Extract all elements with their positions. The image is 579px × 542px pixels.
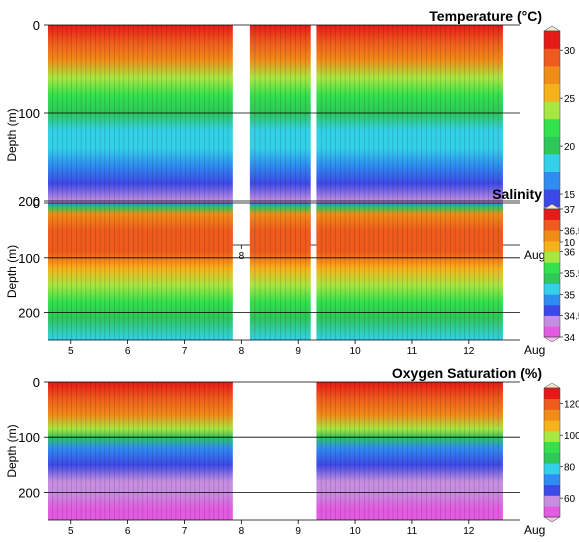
x-tick-label: 8 [239, 251, 245, 262]
colorbar-swatch [544, 262, 560, 274]
colorbar-tick-label: 35.5 [564, 269, 579, 280]
colorbar-swatch [544, 209, 560, 220]
colorbar-top-cap [543, 382, 561, 389]
colorbar-swatch [544, 31, 560, 49]
colorbar-swatch [544, 463, 560, 475]
colorbar-swatch [544, 118, 560, 137]
colorbar-tick-label: 100 [564, 431, 579, 442]
y-tick-label: 0 [33, 18, 40, 33]
x-unit-label: Aug [524, 248, 545, 262]
colorbar-swatch [544, 273, 560, 284]
colorbar-tick-label: 34 [564, 333, 576, 344]
y-tick-label: 100 [18, 251, 40, 266]
colorbar-swatch [544, 283, 560, 295]
y-tick-label: 100 [18, 106, 40, 121]
x-tick-label: 9 [295, 346, 301, 357]
colorbar-tick-label: 25 [564, 94, 576, 105]
colorbar-tick-label: 10 [564, 238, 576, 249]
colorbar-tick-label: 37 [564, 205, 576, 216]
colorbar-swatch [544, 484, 560, 496]
colorbar-swatch [544, 230, 560, 242]
x-tick-label: 10 [350, 526, 362, 537]
y-tick-label: 200 [18, 194, 40, 209]
colorbar-tick-label: 35 [564, 290, 576, 301]
colorbar-frame [543, 387, 561, 518]
data-block-1 [249, 203, 311, 340]
colorbar-swatch [544, 66, 560, 85]
colorbar-swatch [544, 219, 560, 231]
colorbar-swatch [544, 171, 560, 190]
colorbar-swatch [544, 251, 560, 263]
colorbar-tick-label: 30 [564, 46, 576, 57]
colorbar-swatch [544, 474, 560, 486]
colorbar-tick-label: 60 [564, 494, 576, 505]
colorbar-tick-label: 15 [564, 190, 576, 201]
colorbar-tick-label: 20 [564, 142, 576, 153]
panel-title: Oxygen Saturation (%) [392, 365, 542, 381]
x-tick-label: 6 [125, 346, 131, 357]
x-tick-label: 7 [182, 346, 188, 357]
panel-2: 5 6 7 8 9 10 11 12 Aug 0 100 200 Depth (m) Oxygen Sat… [5, 365, 579, 537]
x-tick-label: 11 [407, 346, 418, 357]
colorbar-swatch [544, 495, 560, 507]
x-tick-label: 7 [182, 526, 188, 537]
y-axis-label: Depth (m) [5, 108, 19, 161]
panel-title: Salinity [492, 186, 542, 202]
x-tick-label: 11 [407, 526, 418, 537]
x-tick-label: 6 [125, 526, 131, 537]
data-block-0 [48, 382, 233, 520]
colorbar-swatch [544, 388, 560, 400]
colorbar-bottom-cap [543, 336, 561, 343]
panel-1: 5 6 7 8 9 10 11 12 Aug 0 100 200 Depth (m) Salinity 34… [5, 186, 579, 357]
colorbar-swatch [544, 305, 560, 316]
colorbar-tick-label: 80 [564, 463, 576, 474]
colorbar-swatch [544, 315, 560, 327]
y-tick-label: 100 [18, 430, 40, 445]
colorbar-swatch [544, 101, 560, 120]
y-tick-label: 200 [18, 485, 40, 500]
data-block-2 [316, 203, 503, 340]
x-tick-label: 12 [463, 346, 475, 357]
colorbar-swatch [544, 441, 560, 453]
x-tick-label: 12 [463, 526, 475, 537]
colorbar-tick-label: 36 [564, 248, 576, 259]
colorbar-bottom-cap [543, 516, 561, 523]
colorbar-swatch [544, 452, 560, 464]
colorbar-swatch [544, 409, 560, 421]
colorbar-swatch [544, 48, 560, 67]
colorbar-swatch [544, 241, 560, 252]
x-tick-label: 10 [350, 346, 362, 357]
y-axis-label: Depth (m) [5, 424, 19, 477]
colorbar-swatch [544, 420, 560, 432]
y-tick-label: 0 [33, 375, 40, 390]
y-tick-label: 200 [18, 306, 40, 321]
colorbar-tick-label: 120 [564, 400, 579, 411]
colorbar-swatch [544, 136, 560, 155]
x-tick-label: 5 [68, 346, 74, 357]
x-unit-label: Aug [524, 523, 545, 537]
data-block-0 [48, 203, 233, 340]
colorbar-tick-label: 34.5 [564, 312, 579, 323]
colorbar-swatch [544, 189, 560, 208]
colorbar-swatch [544, 506, 560, 518]
colorbar-swatch [544, 431, 560, 443]
colorbar-tick-label: 36.5 [564, 226, 579, 237]
x-tick-label: 5 [68, 526, 74, 537]
data-block-1 [316, 382, 503, 520]
colorbar-swatch [544, 326, 560, 338]
panel-title: Temperature (°C) [429, 8, 542, 24]
x-tick-label: 9 [295, 526, 301, 537]
colorbar-top-cap [543, 25, 561, 32]
colorbar-swatch [544, 398, 560, 410]
colorbar-swatch [544, 154, 560, 172]
y-axis-label: Depth (m) [5, 245, 19, 298]
y-tick-label: 0 [33, 196, 40, 211]
colorbar-swatch [544, 294, 560, 306]
x-unit-label: Aug [524, 343, 545, 357]
colorbar-swatch [544, 83, 560, 102]
x-tick-label: 8 [239, 346, 245, 357]
x-tick-label: 8 [239, 526, 245, 537]
